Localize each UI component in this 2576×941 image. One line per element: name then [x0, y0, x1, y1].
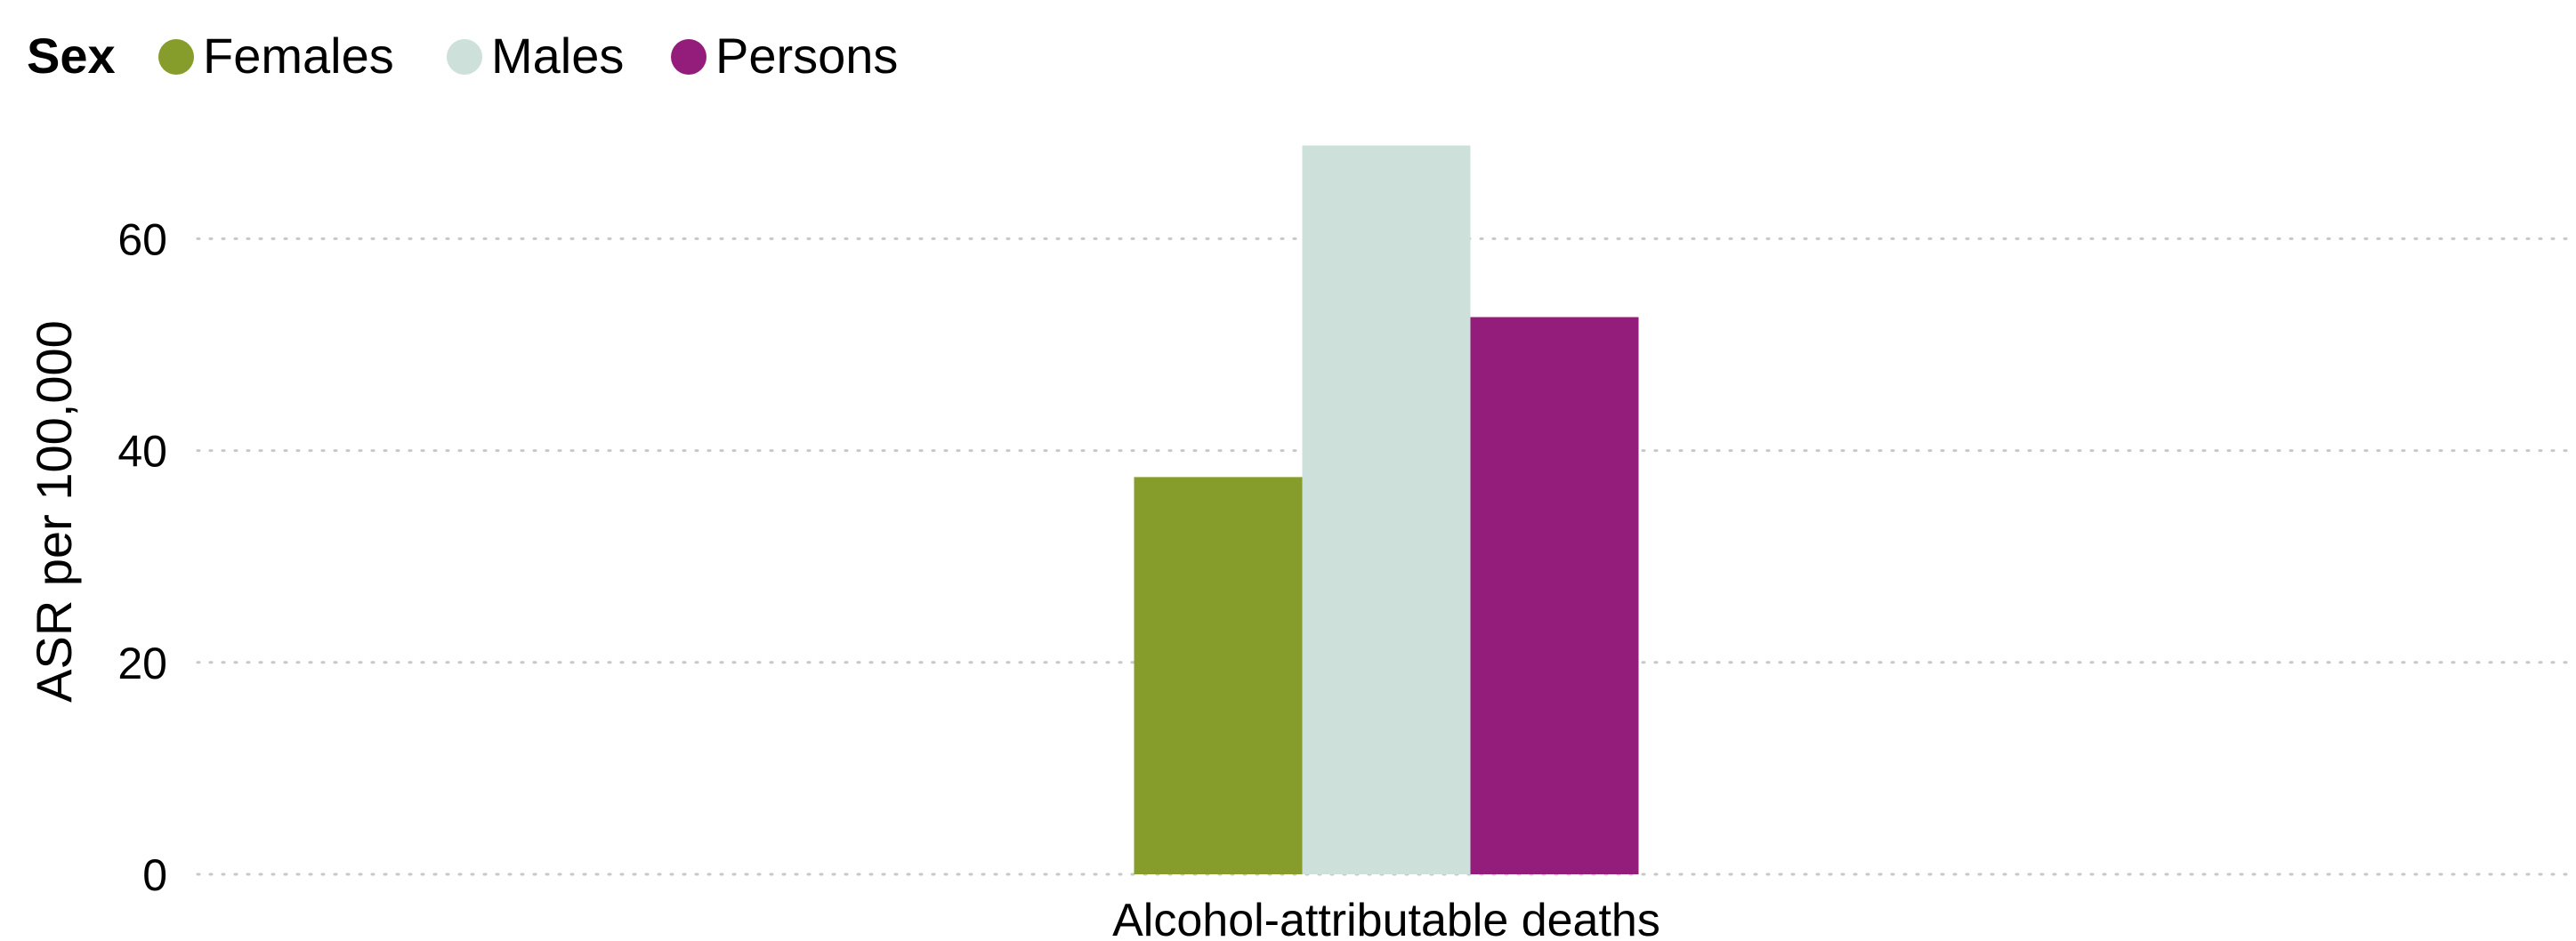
legend-swatch-males — [447, 39, 482, 75]
bar-females — [1134, 477, 1303, 874]
gridlines — [196, 237, 2576, 876]
y-tick-label: 60 — [117, 214, 167, 264]
y-tick-label: 0 — [142, 850, 167, 900]
bars — [1134, 145, 1639, 875]
y-tick-label: 40 — [117, 427, 167, 477]
x-axis-categories: Alcohol-attributable deaths — [1112, 895, 1660, 941]
legend-swatch-females — [158, 39, 194, 75]
bar-males — [1302, 145, 1471, 875]
legend-label-females: Females — [203, 28, 394, 84]
legend-title: Sex — [27, 28, 116, 84]
legend: Sex Females Males Persons — [27, 28, 898, 84]
x-category-label: Alcohol-attributable deaths — [1112, 895, 1660, 941]
legend-swatch-persons — [671, 39, 707, 75]
y-axis-ticks: 0 20 40 60 — [117, 214, 167, 900]
legend-label-males: Males — [491, 28, 624, 84]
bar-persons — [1470, 317, 1639, 874]
legend-label-persons: Persons — [715, 28, 898, 84]
y-axis-title: ASR per 100,000 — [26, 320, 82, 703]
y-tick-label: 20 — [117, 639, 167, 688]
